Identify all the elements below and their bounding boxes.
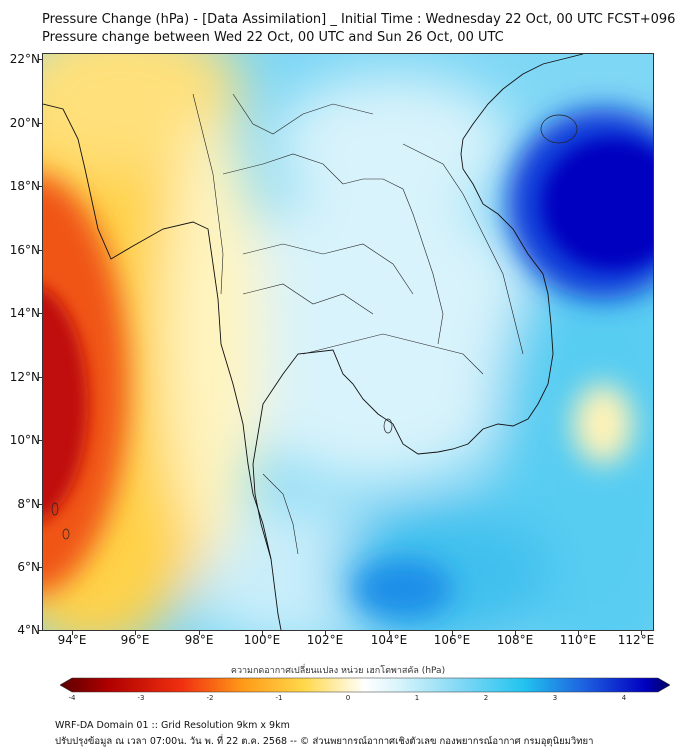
border-vietnam [402,143,524,355]
field-blue-south [353,559,453,619]
colorbar-label-2: 2 [483,694,489,702]
field-light-center [203,184,543,484]
lat-label-10: 10°N [9,433,40,447]
lat-label-6: 6°N [17,560,40,574]
island-hainan [540,114,578,144]
map-subtitle: Pressure change between Wed 22 Oct, 00 U… [42,30,504,45]
lat-label-18: 18°N [9,179,40,193]
border-myanmar [232,93,374,135]
lon-label-96: 96°E [120,633,150,647]
field-positive-core [543,139,653,269]
footer-credit: ปรับปรุงข้อมูล ณ เวลา 07:00น. วัน พ. ที่… [55,736,594,747]
field-neutral-west [163,114,263,554]
lat-label-22: 22°N [9,52,40,66]
border-internal-2 [242,283,374,315]
border-cambodia [302,333,484,375]
colorbar-label-neg3: -3 [137,694,145,702]
footer-model-info: WRF-DA Domain 01 :: Grid Resolution 9km … [55,720,290,731]
colorbar-label-4: 4 [621,694,627,702]
field-yellow-spot [573,384,633,464]
border-mekong [342,178,444,345]
lat-label-14: 14°N [9,306,40,320]
border-internal-1 [242,243,414,295]
lat-label-12: 12°N [9,370,40,384]
map-canvas [43,54,653,630]
pressure-field [43,54,653,630]
lon-label-110: 110°E [559,633,597,647]
lon-label-106: 106°E [433,633,471,647]
lat-label-16: 16°N [9,243,40,257]
lon-label-108: 108°E [496,633,534,647]
coastline-mainland [43,103,282,630]
lat-label-4: 4°N [17,623,40,637]
field-positive-east [493,224,653,630]
borders [192,93,524,555]
colorbar [60,677,670,693]
colorbar-label-3: 3 [552,694,558,702]
lon-label-102: 102°E [306,633,344,647]
border-north [222,153,344,185]
coastline-gulf [252,54,584,560]
border-malaysia [262,473,299,555]
pressure-change-map [42,53,654,631]
island-andaman-north [51,502,59,516]
island-phu-quoc [383,418,393,434]
border-west [192,93,224,295]
colorbar-label-neg2: -2 [206,694,214,702]
colorbar-label-neg4: -4 [68,694,76,702]
colorbar-label-0: 0 [345,694,351,702]
lat-label-20: 20°N [9,116,40,130]
lon-label-104: 104°E [370,633,408,647]
field-negative-core [43,287,88,521]
islands [51,114,578,540]
colorbar-fill [60,677,670,693]
coastlines [43,54,584,630]
colorbar-label-neg1: -1 [275,694,283,702]
map-title: Pressure Change (hPa) - [Data Assimilati… [42,12,676,27]
lon-label-98: 98°E [184,633,214,647]
lon-label-112: 112°E [617,633,655,647]
colorbar-label-1: 1 [414,694,420,702]
pressure-cores [43,139,653,521]
lat-label-8: 8°N [17,497,40,511]
island-andaman-south [62,528,70,540]
colorbar-title: ความกดอากาศเปลี่ยนแปลง หน่วย เฮกโตพาสคัล… [230,666,446,676]
lon-label-94: 94°E [57,633,87,647]
lon-label-100: 100°E [243,633,281,647]
